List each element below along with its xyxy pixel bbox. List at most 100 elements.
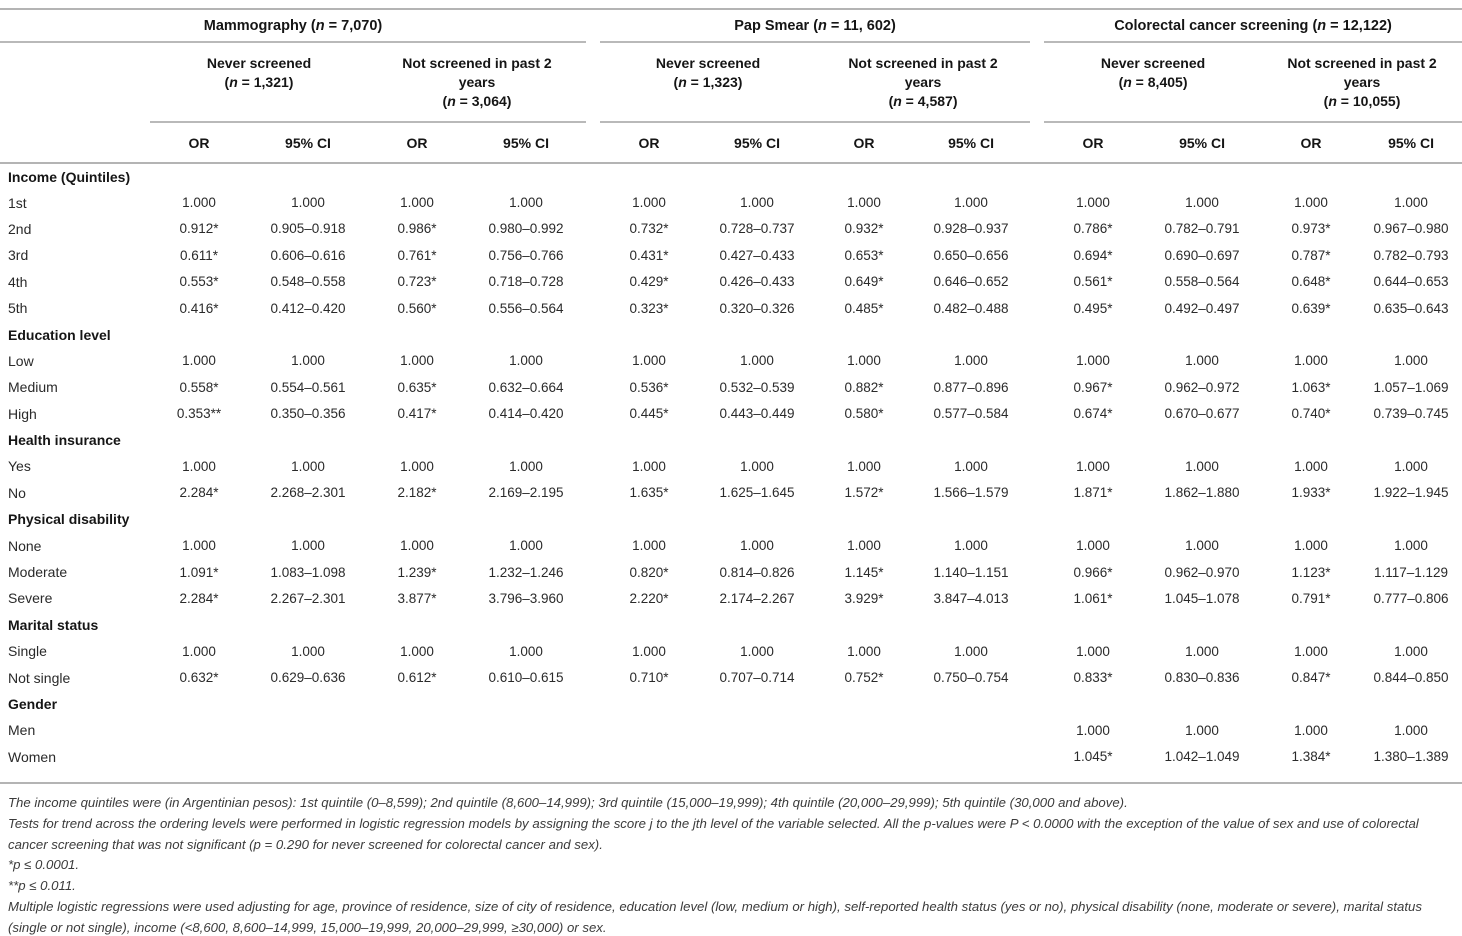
value-cell: 0.417* xyxy=(397,406,437,422)
group-label: Colorectal cancer screening xyxy=(1114,17,1309,34)
col-header-ci: 95% CI xyxy=(698,122,817,164)
col-header-ci: 95% CI xyxy=(1360,122,1462,164)
value-cell: 1.000 xyxy=(291,643,325,659)
value-cell: 1.045* xyxy=(1073,749,1113,765)
value-cell: 0.556–0.564 xyxy=(488,300,564,316)
value-cell: 1.000 xyxy=(632,195,666,211)
group-gap xyxy=(1030,9,1044,42)
value-cell: 2.284* xyxy=(179,590,219,606)
group-gap xyxy=(586,480,600,506)
subgroup-header-row: Never screened (n = 1,321) Not screened i… xyxy=(0,42,1462,123)
group-gap xyxy=(1030,664,1044,690)
value-cell: 1.000 xyxy=(740,643,774,659)
subgroup-n: 10,055 xyxy=(1352,93,1396,109)
table-row: No 2.284* 2.268–2.301 2.182* 2.169–2.195 1.63… xyxy=(0,480,1462,506)
value-cell: 0.833* xyxy=(1073,670,1113,686)
group-gap xyxy=(1030,374,1044,400)
group-gap xyxy=(1030,216,1044,242)
value-cell: 1.000 xyxy=(1076,353,1110,369)
value-cell: 0.782–0.793 xyxy=(1373,247,1449,263)
group-gap xyxy=(586,122,601,164)
value-cell: 0.980–0.992 xyxy=(488,221,564,237)
group-gap xyxy=(586,532,600,558)
value-cell xyxy=(816,744,912,770)
value-cell: 0.485* xyxy=(844,300,884,316)
group-gap xyxy=(586,559,600,585)
stub-header xyxy=(0,42,150,122)
value-cell: 1.057–1.069 xyxy=(1373,379,1449,395)
group-gap xyxy=(586,744,600,770)
value-cell xyxy=(600,717,698,743)
value-cell: 0.558* xyxy=(179,379,219,395)
group-gap xyxy=(586,453,600,479)
n-symbol: n xyxy=(1123,74,1132,90)
table-row: Severe 2.284* 2.267–2.301 3.877* 3.796–3.960… xyxy=(0,585,1462,611)
table-row: Medium 0.558* 0.554–0.561 0.635* 0.632–0.664… xyxy=(0,374,1462,400)
value-cell: 0.577–0.584 xyxy=(933,406,1009,422)
table-row: High 0.353** 0.350–0.356 0.417* 0.414–0.420 0… xyxy=(0,401,1462,427)
subgroup-n: 3,064 xyxy=(471,93,507,109)
table-row: Women 1.045* 1.042–1.049 1.384* 1.380–1.389 xyxy=(0,744,1462,770)
group-gap xyxy=(1030,295,1044,321)
value-cell: 1.000 xyxy=(509,458,543,474)
value-cell: 1.000 xyxy=(740,538,774,554)
value-cell: 0.554–0.561 xyxy=(270,379,346,395)
value-cell: 1.000 xyxy=(954,353,988,369)
value-cell xyxy=(912,717,1030,743)
value-cell: 0.323* xyxy=(629,300,669,316)
value-cell: 0.553* xyxy=(179,274,219,290)
value-cell: 0.844–0.850 xyxy=(1373,670,1449,686)
value-cell: 0.431* xyxy=(629,247,669,263)
value-cell: 1.000 xyxy=(847,643,881,659)
value-cell: 0.648* xyxy=(1291,274,1331,290)
col-header-or: OR xyxy=(600,122,699,164)
value-cell: 0.966* xyxy=(1073,564,1113,580)
footnote: **p ≤ 0.011. xyxy=(8,878,76,894)
group-gap xyxy=(586,189,600,215)
section-row: Health insurance xyxy=(0,427,1462,453)
value-cell: 0.632–0.664 xyxy=(488,379,564,395)
value-cell xyxy=(150,717,248,743)
value-cell xyxy=(912,744,1030,770)
value-cell: 0.928–0.937 xyxy=(933,221,1009,237)
value-cell: 2.284* xyxy=(179,485,219,501)
n-symbol: n xyxy=(818,17,827,34)
value-cell: 1.061* xyxy=(1073,590,1113,606)
value-cell: 1.000 xyxy=(1394,458,1428,474)
value-cell: 0.644–0.653 xyxy=(1373,274,1449,290)
col-header-ci: 95% CI xyxy=(912,122,1031,164)
value-cell: 0.560* xyxy=(397,300,437,316)
group-gap xyxy=(1030,532,1044,558)
spacer-row xyxy=(0,770,1462,783)
group-gap xyxy=(1030,42,1044,122)
value-cell: 1.862–1.880 xyxy=(1164,485,1240,501)
value-cell: 1.000 xyxy=(1185,643,1219,659)
value-cell: 3.929* xyxy=(844,590,884,606)
n-symbol: n xyxy=(447,93,456,109)
subgroup-label: Not screened in past 2 years xyxy=(848,55,998,90)
table-row: 3rd 0.611* 0.606–0.616 0.761* 0.756–0.766 0.4… xyxy=(0,242,1462,268)
value-cell: 0.782–0.791 xyxy=(1164,221,1240,237)
subgroup-label: Not screened in past 2 years xyxy=(1287,55,1437,90)
value-cell xyxy=(150,744,248,770)
value-cell: 0.710* xyxy=(629,670,669,686)
value-cell: 1.000 xyxy=(1294,353,1328,369)
value-cell: 0.739–0.745 xyxy=(1373,406,1449,422)
value-cell: 0.495* xyxy=(1073,300,1113,316)
value-cell: 1.000 xyxy=(847,353,881,369)
value-cell: 1.000 xyxy=(509,353,543,369)
n-symbol: n xyxy=(893,93,902,109)
value-cell: 0.611* xyxy=(179,247,219,263)
subgroup-colorectal-never-screened: Never screened (n = 8,405) xyxy=(1044,42,1263,123)
value-cell: 1.000 xyxy=(740,353,774,369)
value-cell: 0.653* xyxy=(844,247,884,263)
row-label: Low xyxy=(8,352,34,369)
value-cell: 0.429* xyxy=(629,274,669,290)
value-cell: 0.752* xyxy=(844,670,884,686)
row-label: Women xyxy=(8,748,56,765)
value-cell: 1.239* xyxy=(397,564,437,580)
group-n: 7,070 xyxy=(341,17,378,34)
value-cell: 1.000 xyxy=(740,195,774,211)
row-label: No xyxy=(8,484,26,501)
